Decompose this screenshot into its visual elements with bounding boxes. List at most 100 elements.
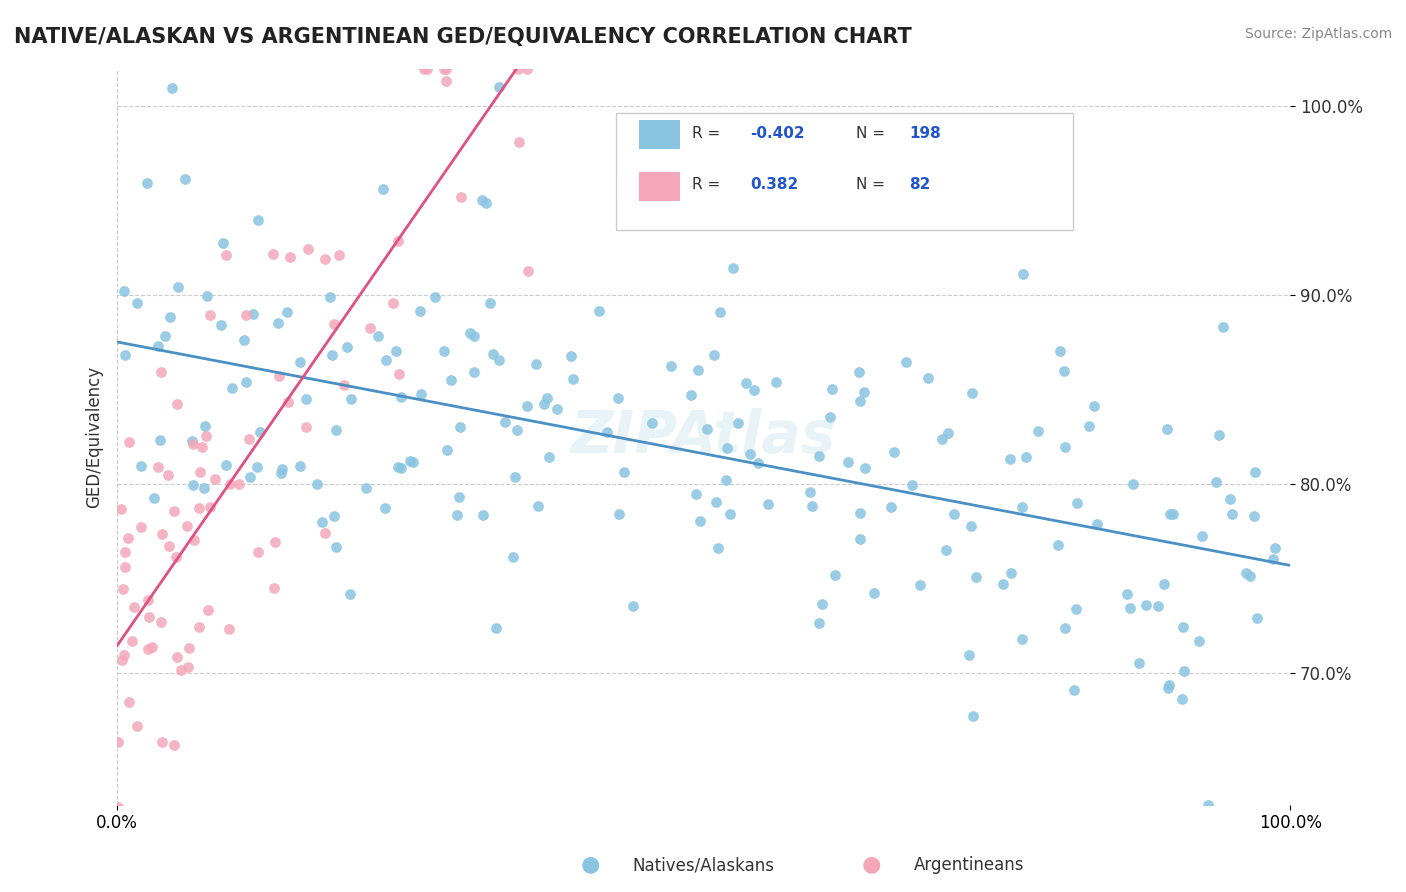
Point (249, 425, 271, 439)
Point (1159, 507, 1181, 521)
Point (1064, 601, 1087, 615)
Point (150, 365, 173, 379)
Text: R =: R = (692, 178, 725, 193)
Point (188, 465, 211, 479)
Point (191, 440, 214, 454)
Point (1208, 428, 1230, 442)
Point (149, 434, 172, 448)
Point (1159, 678, 1181, 692)
Point (1191, 529, 1213, 543)
Point (818, 409, 841, 424)
Point (450, 190, 472, 204)
Point (449, 420, 471, 434)
Point (150, 615, 173, 629)
Point (112, 284, 135, 298)
Point (849, 532, 872, 546)
Point (962, 709, 984, 723)
Point (277, 394, 299, 409)
Point (1147, 599, 1170, 613)
Point (734, 376, 756, 390)
Point (1234, 566, 1257, 581)
Point (267, 316, 290, 330)
Point (707, 541, 730, 555)
Point (198, 500, 221, 514)
Point (908, 577, 931, 591)
Point (1053, 364, 1076, 378)
Point (596, 425, 619, 439)
Point (853, 461, 876, 475)
Text: 82: 82 (908, 178, 931, 193)
Point (194, 419, 217, 434)
Point (263, 581, 285, 595)
Point (107, 800, 129, 814)
Point (209, 318, 232, 333)
Point (238, 432, 260, 446)
Point (681, 388, 703, 402)
Point (141, 640, 163, 655)
Point (235, 308, 257, 322)
Point (271, 462, 294, 476)
Point (138, 610, 160, 624)
Point (131, 459, 153, 474)
Point (336, 340, 359, 354)
Point (1171, 620, 1194, 634)
Point (537, 450, 560, 464)
Point (153, 328, 176, 343)
Point (314, 252, 336, 266)
Point (416, 62, 439, 76)
Point (262, 247, 284, 261)
Point (1128, 657, 1150, 671)
Point (214, 248, 236, 262)
Point (333, 378, 356, 392)
Point (118, 435, 141, 450)
Point (174, 172, 197, 186)
Point (218, 623, 240, 637)
Point (290, 354, 312, 368)
Point (246, 213, 269, 227)
Point (1153, 576, 1175, 591)
Point (176, 518, 198, 533)
Point (848, 365, 870, 379)
Point (160, 81, 183, 95)
Point (704, 495, 727, 509)
Point (129, 520, 152, 534)
Point (849, 506, 872, 520)
Point (295, 392, 318, 407)
Point (118, 695, 141, 709)
Point (195, 429, 218, 443)
Point (1157, 681, 1180, 695)
Point (157, 539, 180, 553)
Point (993, 577, 1015, 591)
Point (799, 484, 821, 499)
Text: Argentineans: Argentineans (914, 856, 1025, 874)
Point (863, 586, 886, 600)
Bar (640, 171, 681, 201)
Point (188, 501, 211, 516)
Point (1054, 440, 1077, 454)
Point (367, 329, 389, 343)
Point (374, 353, 396, 368)
Point (183, 533, 205, 547)
Point (1264, 541, 1286, 556)
Point (1246, 611, 1268, 625)
Bar (640, 120, 681, 150)
Point (1118, 601, 1140, 615)
Point (228, 477, 250, 491)
Point (485, 621, 508, 635)
Point (607, 507, 630, 521)
Text: -0.402: -0.402 (751, 126, 806, 141)
Point (114, 348, 136, 362)
Point (146, 460, 169, 475)
Point (288, 459, 311, 474)
Point (641, 416, 664, 430)
Point (503, 470, 526, 484)
Point (1243, 509, 1265, 524)
Point (686, 363, 709, 377)
Text: 0.382: 0.382 (751, 178, 799, 193)
Point (942, 508, 965, 522)
Point (901, 478, 924, 492)
Point (434, 74, 457, 88)
Point (193, 481, 215, 495)
Point (371, 182, 394, 196)
Point (560, 349, 582, 363)
